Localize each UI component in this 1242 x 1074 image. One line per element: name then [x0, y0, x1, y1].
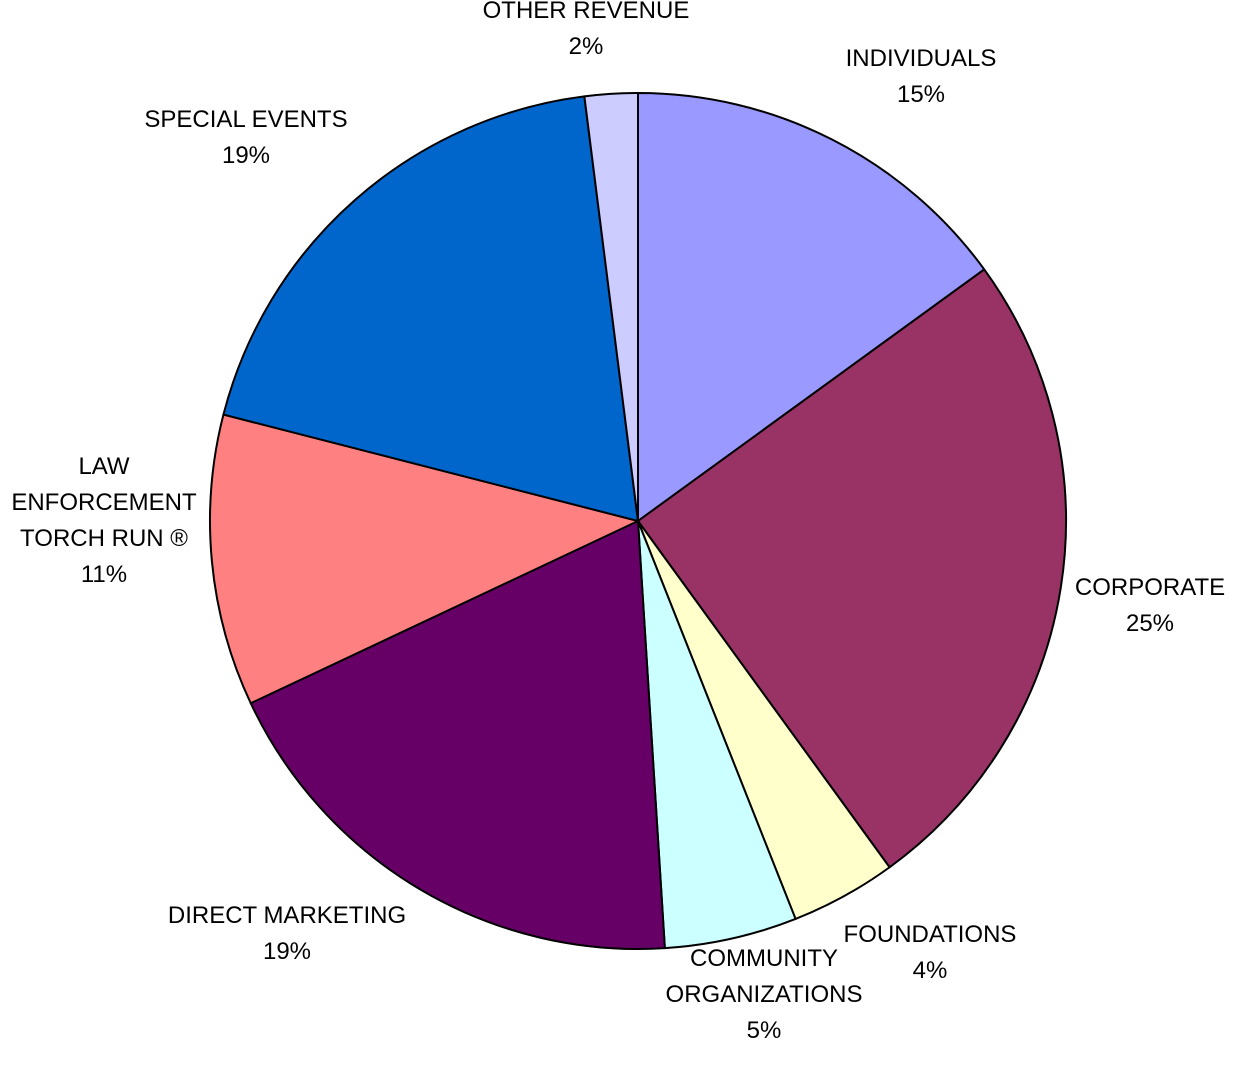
- pie-label-community-organizations: COMMUNITY ORGANIZATIONS 5%: [666, 945, 863, 1044]
- pie-label-other-revenue: OTHER REVENUE 2%: [483, 0, 690, 60]
- pie-slice-corporate: [637, 268, 1067, 869]
- pie-label-value: 15%: [897, 81, 945, 108]
- pie-slice-individuals: [637, 92, 986, 522]
- pie-label-text: LAW: [78, 453, 129, 480]
- pie-label-text: ENFORCEMENT: [11, 489, 197, 516]
- pie-slice-direct-marketing: [249, 520, 666, 950]
- pie-label-text: SPECIAL EVENTS: [144, 106, 347, 133]
- pie-labels: INDIVIDUALS 15% CORPORATE 25% FOUNDATIONS 4% C…: [11, 0, 1225, 1044]
- pie-label-value: 4%: [913, 957, 948, 984]
- pie-label-individuals: INDIVIDUALS 15%: [846, 45, 997, 108]
- pie-label-text: DIRECT MARKETING: [168, 902, 406, 929]
- pie-label-text: ORGANIZATIONS: [666, 981, 863, 1008]
- pie-label-value: 19%: [263, 938, 311, 965]
- pie-slice-law-enforcement-torch-run: [209, 413, 639, 705]
- pie-label-text: TORCH RUN ®: [20, 525, 188, 552]
- pie-label-text: INDIVIDUALS: [846, 45, 997, 72]
- pie-label-text: OTHER REVENUE: [483, 0, 690, 24]
- pie-label-value: 5%: [747, 1017, 782, 1044]
- pie-slice-other-revenue: [583, 91, 639, 522]
- pie-label-law-enforcement-torch-run: LAW ENFORCEMENT TORCH RUN ® 11%: [11, 453, 197, 588]
- pie-label-text: CORPORATE: [1075, 574, 1225, 601]
- pie-label-value: 19%: [222, 142, 270, 169]
- pie-label-value: 11%: [81, 561, 127, 588]
- pie-label-special-events: SPECIAL EVENTS 19%: [144, 106, 347, 169]
- pie-label-text: FOUNDATIONS: [844, 921, 1017, 948]
- pie-label-value: 2%: [569, 33, 604, 60]
- pie-label-foundations: FOUNDATIONS 4%: [844, 921, 1017, 984]
- pie-slices: [209, 91, 1067, 950]
- pie-label-text: COMMUNITY: [690, 945, 838, 972]
- pie-label-value: 25%: [1126, 610, 1174, 637]
- pie-slice-special-events: [222, 95, 639, 522]
- pie-label-corporate: CORPORATE 25%: [1075, 574, 1225, 637]
- pie-label-direct-marketing: DIRECT MARKETING 19%: [168, 902, 406, 965]
